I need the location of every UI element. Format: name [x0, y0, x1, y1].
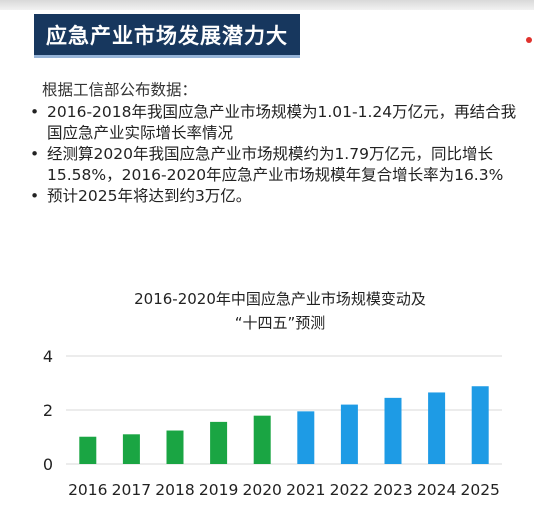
bar	[384, 397, 402, 464]
x-tick-label: 2021	[286, 481, 325, 499]
x-tick-label: 2022	[330, 481, 369, 499]
x-tick-label: 2018	[155, 481, 194, 499]
x-tick-label: 2020	[242, 481, 281, 499]
bullet-list: 2016-2018年我国应急产业市场规模为1.01-1.24万亿元，再结合我国应…	[30, 102, 530, 207]
x-tick-label: 2024	[417, 481, 456, 499]
title-banner: 应急产业市场发展潜力大	[34, 14, 300, 58]
bar	[122, 434, 140, 464]
bar	[210, 421, 228, 464]
bullet-item: 预计2025年将达到约3万亿。	[30, 186, 530, 207]
accent-dot	[526, 37, 532, 43]
bar	[340, 404, 358, 464]
bar	[428, 392, 446, 464]
bar	[297, 411, 315, 464]
top-rule	[0, 0, 534, 10]
bar	[253, 415, 271, 464]
intro-line: 根据工信部公布数据：	[42, 81, 198, 99]
bullet-item: 2016-2018年我国应急产业市场规模为1.01-1.24万亿元，再结合我国应…	[30, 102, 530, 144]
y-tick-label: 2	[43, 401, 53, 420]
bullet-item: 经测算2020年我国应急产业市场规模约为1.79万亿元，同比增长15.58%，2…	[30, 144, 530, 186]
bar	[166, 430, 184, 464]
x-tick-label: 2019	[199, 481, 238, 499]
bar	[471, 386, 489, 464]
bar-chart: 0 2 4 2016 2017 2018 2019 2020 2021 2022 2023 2024 2…	[43, 347, 502, 499]
x-tick-label: 2017	[112, 481, 151, 499]
x-tick-label: 2025	[460, 481, 499, 499]
x-tick-label: 2023	[373, 481, 412, 499]
chart-title-line: “十四五”预测	[234, 314, 326, 332]
y-tick-label: 4	[43, 347, 53, 366]
bar	[79, 436, 97, 464]
body-text: 根据工信部公布数据： 2016-2018年我国应急产业市场规模为1.01-1.2…	[30, 80, 530, 207]
chart-title-line: 2016-2020年中国应急产业市场规模变动及	[134, 290, 426, 308]
slide-title: 应急产业市场发展潜力大	[46, 23, 288, 48]
chart-title: 2016-2020年中国应急产业市场规模变动及 “十四五”预测	[60, 287, 500, 335]
x-tick-label: 2016	[68, 481, 107, 499]
y-tick-label: 0	[43, 455, 53, 474]
